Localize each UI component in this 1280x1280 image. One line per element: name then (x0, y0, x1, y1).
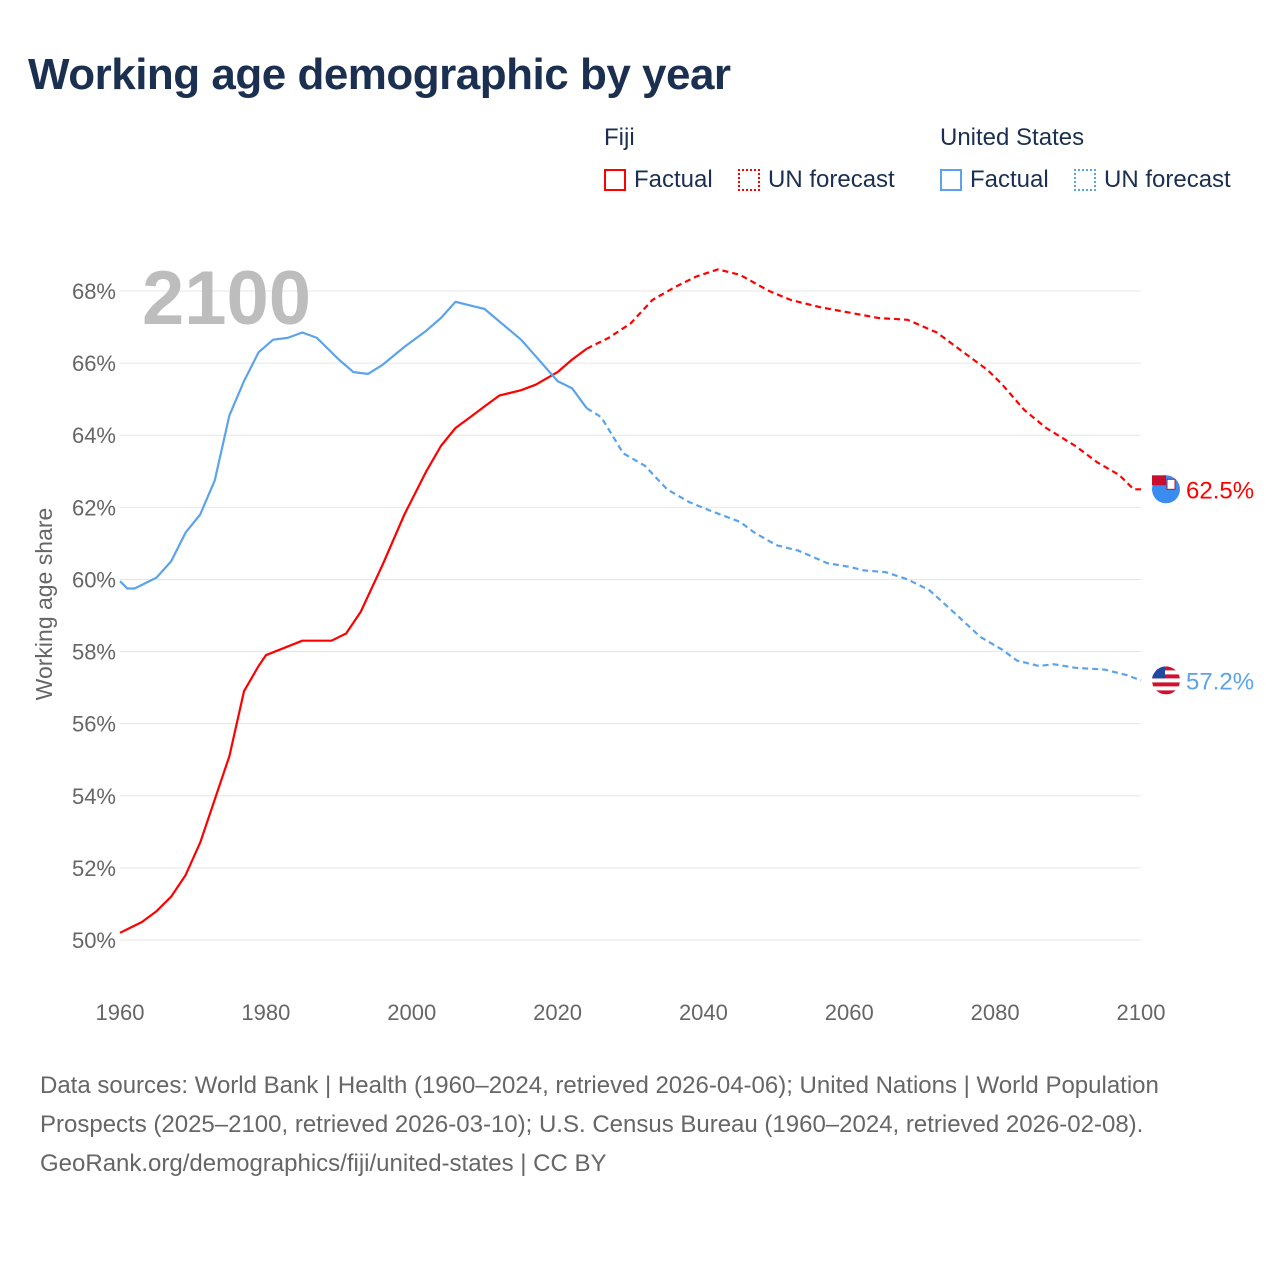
dotted-swatch-icon (738, 169, 760, 191)
y-tick-label: 68% (72, 279, 116, 304)
watermark-year: 2100 (142, 256, 311, 341)
flag-canton (1152, 666, 1165, 679)
legend-fiji-forecast[interactable]: UN forecast (738, 166, 895, 194)
legend-fiji: Fiji Factual UN forecast (604, 124, 895, 193)
flag-body (1152, 666, 1180, 695)
fiji-factual-line (119, 347, 588, 934)
united-states-factual-line (119, 300, 588, 590)
solid-swatch-icon (940, 169, 962, 191)
solid-swatch-icon (604, 169, 626, 191)
source-link[interactable]: GeoRank.org/demographics/fiji/united-sta… (40, 1150, 607, 1177)
x-tick-label: 2080 (971, 1000, 1020, 1025)
y-tick-label: 64% (72, 423, 116, 448)
x-tick-label: 1960 (96, 1000, 145, 1025)
flag-stripe (1152, 674, 1180, 679)
y-tick-label: 56% (72, 712, 116, 737)
united-states-end-label: 57.2% (1186, 668, 1254, 695)
x-tick-label: 1980 (241, 1000, 290, 1025)
legend-label: UN forecast (768, 166, 895, 193)
y-tick-label: 62% (72, 495, 116, 520)
flag-stripe (1152, 682, 1180, 687)
legend-united-states: United States Factual UN forecast (940, 124, 1231, 193)
y-tick-label: 52% (72, 856, 116, 881)
legend-label: Factual (970, 166, 1049, 193)
legend-label: UN forecast (1104, 166, 1231, 193)
flag-stripe (1152, 666, 1180, 671)
x-tick-label: 2040 (679, 1000, 728, 1025)
united-states-flag-icon (1152, 666, 1180, 695)
fiji-end-label: 62.5% (1186, 477, 1254, 504)
y-axis-label: Working age share (31, 508, 57, 701)
data-sources: Data sources: World Bank | Health (1960–… (40, 1072, 1159, 1138)
flag-union (1152, 475, 1166, 486)
legend-us-forecast[interactable]: UN forecast (1074, 166, 1231, 194)
y-tick-label: 54% (72, 784, 116, 809)
flag-stripe (1152, 690, 1180, 695)
y-tick-label: 58% (72, 640, 116, 665)
x-tick-label: 2060 (825, 1000, 874, 1025)
legend-us-factual[interactable]: Factual (940, 166, 1049, 194)
x-tick-label: 2020 (533, 1000, 582, 1025)
legend-group-title: Fiji (604, 124, 635, 151)
flag-shield (1166, 478, 1176, 490)
x-tick-label: 2000 (387, 1000, 436, 1025)
footer: Data sources: World Bank | Health (1960–… (40, 1066, 1220, 1183)
y-tick-label: 60% (72, 567, 116, 592)
legend-label: Factual (634, 166, 713, 193)
page-title: Working age demographic by year (28, 50, 731, 99)
fiji-flag-icon (1152, 475, 1180, 504)
united-states-forecast-line (586, 407, 1142, 682)
y-tick-label: 50% (72, 928, 116, 953)
legend-group-title: United States (940, 124, 1085, 151)
dotted-swatch-icon (1074, 169, 1096, 191)
y-tick-label: 66% (72, 351, 116, 376)
legend-fiji-factual[interactable]: Factual (604, 166, 713, 194)
line-chart: 50% 52% 54% 56% 58% 60% 62% 64% 66% 68% 1960 1980 20… (31, 256, 1254, 1025)
x-tick-label: 2100 (1117, 1000, 1166, 1025)
fiji-forecast-line (586, 268, 1141, 491)
